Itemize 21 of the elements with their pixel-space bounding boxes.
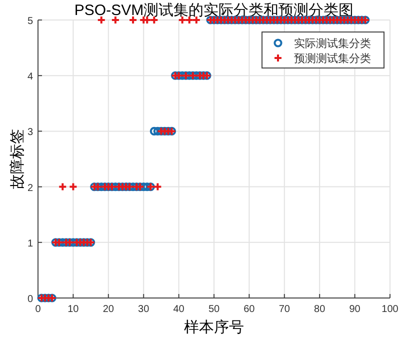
legend-label: 实际测试集分类 (294, 37, 371, 50)
x-tick-label: 10 (68, 304, 80, 315)
y-tick-label: 0 (27, 294, 34, 305)
y-tick-label: 2 (27, 182, 34, 194)
y-axis-title: 故障标签 (9, 129, 26, 189)
x-tick-label: 100 (382, 304, 399, 315)
x-tick-label: 80 (314, 304, 326, 315)
legend-label: 预测测试集分类 (294, 52, 371, 65)
y-tick-label: 1 (27, 238, 34, 250)
x-tick-label: 40 (173, 304, 185, 315)
x-tick-label: 90 (349, 304, 361, 315)
x-tick-label: 50 (208, 304, 220, 315)
y-tick-label: 3 (27, 127, 34, 138)
x-axis-title: 样本序号 (184, 319, 244, 336)
x-tick-label: 60 (244, 304, 256, 315)
x-tick-label: 0 (35, 304, 42, 315)
x-tick-label: 30 (138, 304, 150, 315)
y-tick-label: 4 (27, 72, 34, 83)
x-tick-label: 70 (278, 304, 290, 315)
y-tick-label: 5 (27, 16, 34, 27)
x-tick-label: 20 (102, 304, 114, 315)
